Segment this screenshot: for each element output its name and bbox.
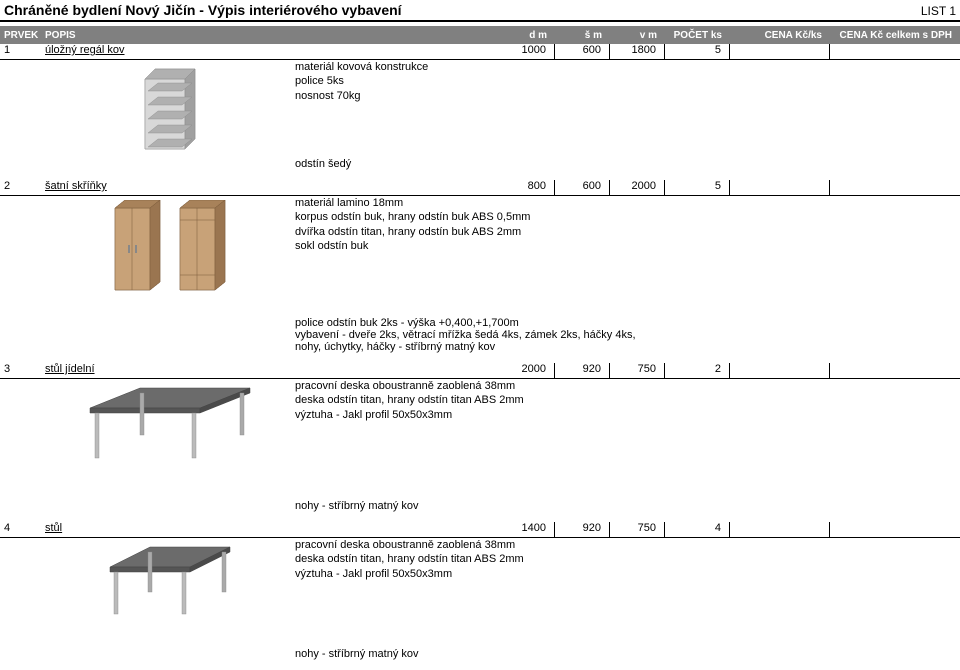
item-s: 920 <box>555 363 610 379</box>
item-d: 1000 <box>500 44 555 60</box>
item-price-total <box>830 522 960 538</box>
page-title: Chráněné bydlení Nový Jičín - Výpis inte… <box>4 2 402 18</box>
item-price <box>730 180 830 196</box>
item-name: šatní skříňky <box>45 180 500 196</box>
shelf-icon <box>45 60 295 158</box>
item-d: 2000 <box>500 363 555 379</box>
item-description-bottom: nohy - stříbrný matný kov <box>295 648 960 660</box>
item-v: 750 <box>610 522 665 538</box>
table-icon <box>45 538 295 626</box>
item-count: 4 <box>665 522 730 538</box>
item-description: materiál kovová konstrukce police 5ks no… <box>295 60 960 158</box>
col-d: d m <box>500 30 555 41</box>
item-description: materiál lamino 18mm korpus odstín buk, … <box>295 196 960 299</box>
item-row: 2 šatní skříňky 800 600 2000 5 <box>0 180 960 363</box>
item-price <box>730 363 830 379</box>
item-price <box>730 44 830 60</box>
col-v: v m <box>610 30 665 41</box>
item-description-bottom: nohy - stříbrný matný kov <box>295 500 960 512</box>
wardrobe-icon <box>45 196 295 299</box>
col-cena-total: CENA Kč celkem s DPH <box>830 30 960 41</box>
col-s: š m <box>555 30 610 41</box>
column-header-row: PRVEK POPIS d m š m v m POČET ks CENA Kč… <box>0 26 960 44</box>
item-price-total <box>830 363 960 379</box>
item-s: 920 <box>555 522 610 538</box>
col-cena: CENA Kč/ks <box>730 30 830 41</box>
item-v: 2000 <box>610 180 665 196</box>
item-d: 800 <box>500 180 555 196</box>
item-v: 1800 <box>610 44 665 60</box>
item-name: úložný regál kov <box>45 44 500 60</box>
item-row: 4 stůl 1400 920 750 4 pracovn <box>0 522 960 670</box>
item-id: 3 <box>0 363 45 379</box>
item-d: 1400 <box>500 522 555 538</box>
sheet-label: LIST 1 <box>921 4 956 18</box>
item-id: 1 <box>0 44 45 60</box>
table-icon <box>45 379 295 472</box>
item-description: pracovní deska oboustranně zaoblená 38mm… <box>295 538 960 626</box>
col-prvek: PRVEK <box>0 30 45 41</box>
item-description-bottom: police odstín buk 2ks - výška +0,400,+1,… <box>295 317 960 353</box>
item-row: 3 stůl jídelní 2000 920 750 2 <box>0 363 960 522</box>
item-s: 600 <box>555 44 610 60</box>
item-count: 2 <box>665 363 730 379</box>
item-count: 5 <box>665 180 730 196</box>
col-pocet: POČET ks <box>665 30 730 41</box>
item-id: 2 <box>0 180 45 196</box>
item-s: 600 <box>555 180 610 196</box>
item-row: 1 úložný regál kov 1000 600 1800 5 <box>0 44 960 180</box>
title-bar: Chráněné bydlení Nový Jičín - Výpis inte… <box>0 0 960 22</box>
item-id: 4 <box>0 522 45 538</box>
item-description-bottom: odstín šedý <box>295 158 960 170</box>
item-description: pracovní deska oboustranně zaoblená 38mm… <box>295 379 960 472</box>
col-popis: POPIS <box>45 30 500 41</box>
item-count: 5 <box>665 44 730 60</box>
item-price <box>730 522 830 538</box>
item-price-total <box>830 180 960 196</box>
item-v: 750 <box>610 363 665 379</box>
item-name: stůl jídelní <box>45 363 500 379</box>
item-price-total <box>830 44 960 60</box>
item-name: stůl <box>45 522 500 538</box>
